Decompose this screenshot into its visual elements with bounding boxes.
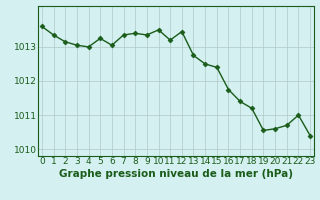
- X-axis label: Graphe pression niveau de la mer (hPa): Graphe pression niveau de la mer (hPa): [59, 169, 293, 179]
